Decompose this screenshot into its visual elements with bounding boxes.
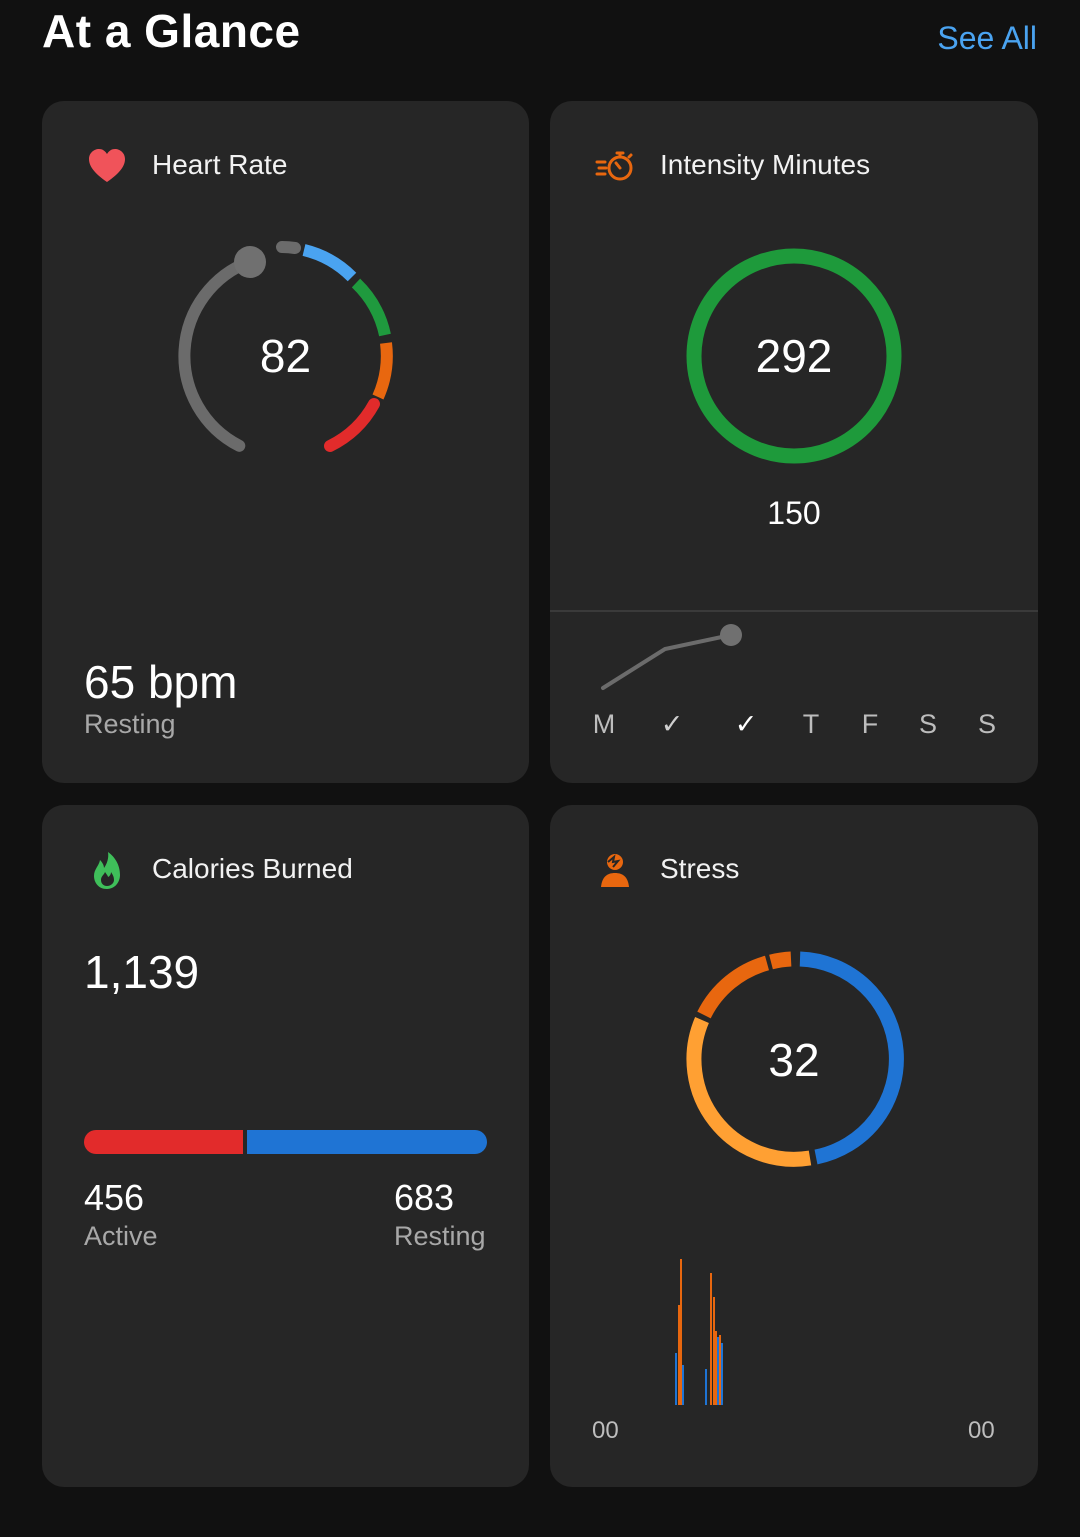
stress-axis-start: 00 (592, 1417, 619, 1444)
header: At a Glance See All (0, 0, 1080, 80)
calories-bar (84, 1130, 487, 1154)
calories-burned-title: Calories Burned (152, 853, 353, 884)
resting-calories-value: 683 (394, 1177, 455, 1218)
intensity-minutes-value: 292 (755, 330, 833, 382)
intensity-minutes-card[interactable]: Intensity Minutes 292 150 M ✓ ✓ T F S S (550, 101, 1038, 783)
stress-value: 32 (768, 1034, 820, 1086)
day-sun: S (977, 709, 997, 739)
weekly-progress-line (601, 624, 742, 690)
calories-burned-header: Calories Burned (42, 847, 529, 893)
heart-rate-header: Heart Rate (42, 143, 529, 189)
calories-resting-bar (247, 1130, 487, 1154)
stress-ring (686, 951, 904, 1167)
stress-person-icon (601, 854, 629, 887)
stress-ring-medium (697, 955, 770, 1019)
day-mon: M (592, 709, 616, 739)
day-wed: ✓ (734, 709, 758, 739)
heart-rate-card[interactable]: Heart Rate 82 65 bpm Resting (42, 101, 529, 783)
day-tue: ✓ (660, 709, 684, 739)
heart-icon (89, 149, 125, 182)
heart-rate-gauge (178, 241, 393, 452)
gauge-base-arc-top (276, 241, 301, 254)
resting-heart-rate-label: Resting (84, 709, 176, 739)
day-sat: S (918, 709, 938, 739)
stress-timeline-chart (675, 1259, 723, 1405)
calories-total: 1,139 (84, 946, 200, 998)
calories-active-bar (84, 1130, 243, 1154)
weekday-row: M ✓ ✓ T F S S (550, 709, 1038, 749)
resting-heart-rate-value: 65 bpm (84, 656, 238, 708)
gauge-zone-1 (302, 244, 357, 282)
divider (550, 610, 1038, 612)
stopwatch-icon (595, 151, 633, 181)
stress-ring-low (686, 1017, 812, 1167)
stress-card[interactable]: Stress 32 00 00 (550, 805, 1038, 1487)
stress-title: Stress (660, 853, 740, 884)
page-title: At a Glance (42, 5, 301, 57)
calories-burned-card[interactable]: Calories Burned 1,139 456 Active 683 Res… (42, 805, 529, 1487)
stress-header: Stress (550, 847, 1038, 893)
intensity-minutes-header: Intensity Minutes (550, 143, 1038, 189)
intensity-minutes-goal: 150 (767, 495, 821, 531)
stress-ring-rest (799, 951, 904, 1165)
see-all-link[interactable]: See All (937, 20, 1037, 56)
flame-icon (94, 852, 120, 889)
gauge-zone-2 (351, 278, 391, 337)
day-fri: F (861, 709, 879, 739)
gauge-base-arc (178, 255, 257, 452)
gauge-zone-4 (324, 398, 380, 452)
gauge-indicator (234, 246, 266, 278)
stress-axis-end: 00 (968, 1417, 995, 1444)
stress-ring-high (769, 951, 792, 970)
heart-rate-title: Heart Rate (152, 149, 288, 180)
active-calories-value: 456 (84, 1177, 145, 1218)
gauge-zone-3 (372, 342, 393, 400)
day-thu: T (802, 709, 820, 739)
current-heart-rate: 82 (259, 330, 312, 382)
active-calories-label: Active (84, 1221, 158, 1251)
intensity-minutes-title: Intensity Minutes (660, 149, 871, 180)
intensity-ring (686, 248, 902, 464)
resting-calories-label: Resting (394, 1221, 486, 1251)
